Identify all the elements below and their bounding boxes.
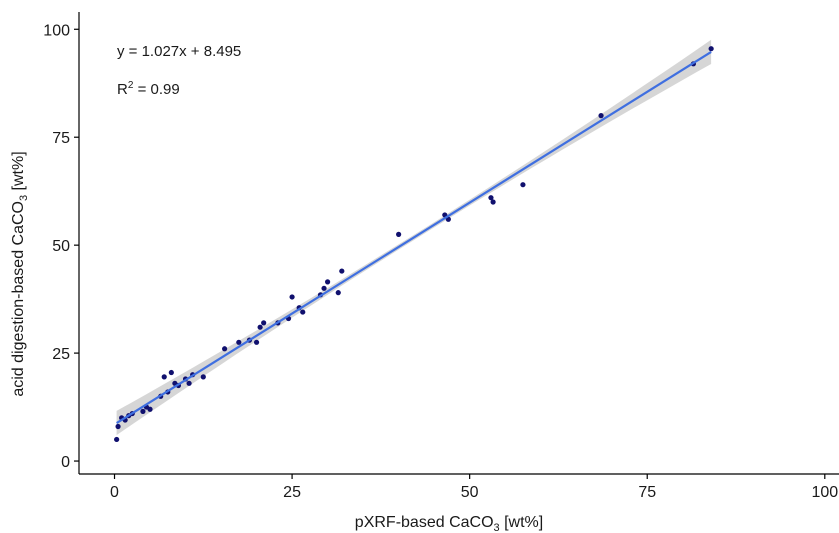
data-point: [161, 374, 167, 380]
x-axis-title-unit: [wt%]: [500, 514, 544, 531]
r-squared-symbol: R: [117, 81, 128, 98]
x-axis-title-main: pXRF-based CaCO: [355, 514, 494, 531]
data-point: [257, 324, 263, 330]
data-point: [140, 408, 146, 414]
y-tick-label: 25: [52, 346, 70, 363]
data-point: [168, 369, 174, 376]
data-point: [186, 380, 192, 386]
data-point: [520, 182, 526, 188]
data-point: [115, 423, 121, 430]
r-squared-superscript: 2: [128, 80, 134, 91]
y-tick-label: 50: [52, 238, 70, 255]
data-point: [289, 294, 295, 300]
x-tick-label: 50: [461, 484, 479, 501]
r-squared-label: R2 = 0.99: [117, 80, 180, 98]
data-point: [321, 285, 327, 291]
data-point: [488, 195, 494, 201]
data-point: [147, 406, 153, 412]
y-axis-title-subscript: 3: [18, 195, 30, 201]
regression-equation: y = 1.027x + 8.495: [117, 43, 241, 60]
data-point: [708, 46, 714, 52]
data-point: [114, 436, 120, 443]
y-tick-label: 75: [52, 130, 70, 147]
x-tick-label: 25: [283, 484, 301, 501]
x-axis-title-subscript: 3: [494, 522, 500, 533]
r-squared-value: = 0.99: [133, 81, 179, 98]
x-tick-label: 75: [638, 484, 656, 501]
x-tick-label: 100: [811, 484, 838, 501]
data-point: [324, 279, 331, 285]
data-point: [396, 231, 402, 237]
data-point: [222, 346, 228, 352]
data-point: [339, 268, 345, 274]
x-tick-label: 0: [110, 484, 119, 501]
data-point: [335, 290, 341, 296]
y-axis-ticks: 0 25 50 75 100: [43, 22, 79, 471]
y-axis-title-unit: [wt%]: [10, 151, 27, 195]
data-point: [253, 339, 260, 345]
y-axis-title-main: acid digestion-based CaCO: [10, 201, 27, 397]
x-axis-ticks: 0 25 50 75 100: [110, 474, 838, 501]
x-axis-title: pXRF-based CaCO3 [wt%]: [355, 514, 543, 533]
data-point: [598, 113, 604, 119]
data-point: [490, 199, 496, 205]
regression-line: [116, 50, 712, 424]
data-point: [200, 374, 206, 380]
y-tick-label: 0: [61, 454, 70, 471]
y-axis-title: acid digestion-based CaCO3 [wt%]: [10, 151, 30, 396]
y-tick-label: 100: [43, 22, 70, 39]
data-point: [261, 320, 267, 326]
plot-area: [114, 39, 714, 443]
data-point: [300, 309, 306, 315]
data-point: [236, 339, 242, 345]
